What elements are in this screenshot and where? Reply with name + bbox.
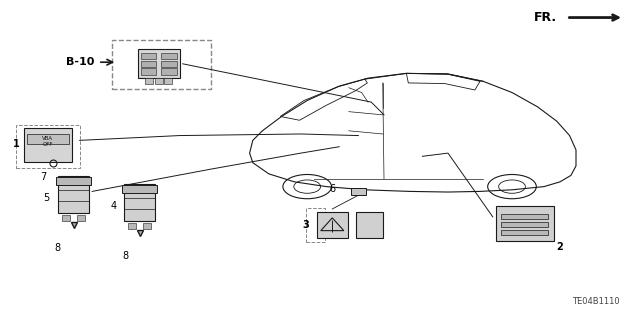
Text: B-10: B-10	[67, 57, 95, 67]
Text: OFF: OFF	[43, 142, 53, 147]
Bar	[317, 212, 348, 238]
Bar	[138, 49, 179, 78]
Text: 4: 4	[111, 201, 117, 211]
Bar	[145, 78, 153, 84]
Bar	[306, 208, 325, 242]
Bar	[501, 214, 548, 219]
Bar	[141, 53, 156, 59]
Bar	[124, 184, 155, 221]
Bar	[155, 78, 163, 84]
Bar	[56, 177, 91, 185]
Bar	[164, 78, 172, 84]
Text: TE04B1110: TE04B1110	[572, 297, 620, 306]
Bar	[161, 53, 177, 59]
Text: 8: 8	[122, 251, 129, 261]
Text: 3: 3	[303, 220, 309, 230]
Bar	[77, 214, 85, 221]
Text: 8: 8	[54, 243, 61, 253]
Bar	[496, 206, 554, 241]
Text: 1: 1	[13, 138, 19, 149]
Text: 5: 5	[43, 193, 49, 203]
Bar	[143, 223, 151, 229]
Bar	[356, 212, 383, 238]
Bar	[501, 222, 548, 227]
Bar	[141, 68, 156, 75]
Bar	[501, 230, 548, 235]
Bar	[26, 134, 69, 144]
Bar	[141, 61, 156, 67]
Bar	[24, 128, 72, 162]
Bar	[112, 40, 211, 89]
Text: 2: 2	[557, 242, 563, 252]
Bar	[122, 185, 157, 193]
Bar	[128, 223, 136, 229]
Bar	[351, 188, 366, 195]
Bar	[62, 214, 70, 221]
Bar	[161, 61, 177, 67]
Bar	[161, 68, 177, 75]
Text: 6: 6	[330, 184, 336, 194]
Text: VBA: VBA	[42, 136, 54, 141]
Bar	[17, 125, 80, 168]
Text: FR.: FR.	[534, 11, 557, 24]
Text: 7: 7	[40, 172, 47, 182]
Bar	[58, 176, 89, 213]
